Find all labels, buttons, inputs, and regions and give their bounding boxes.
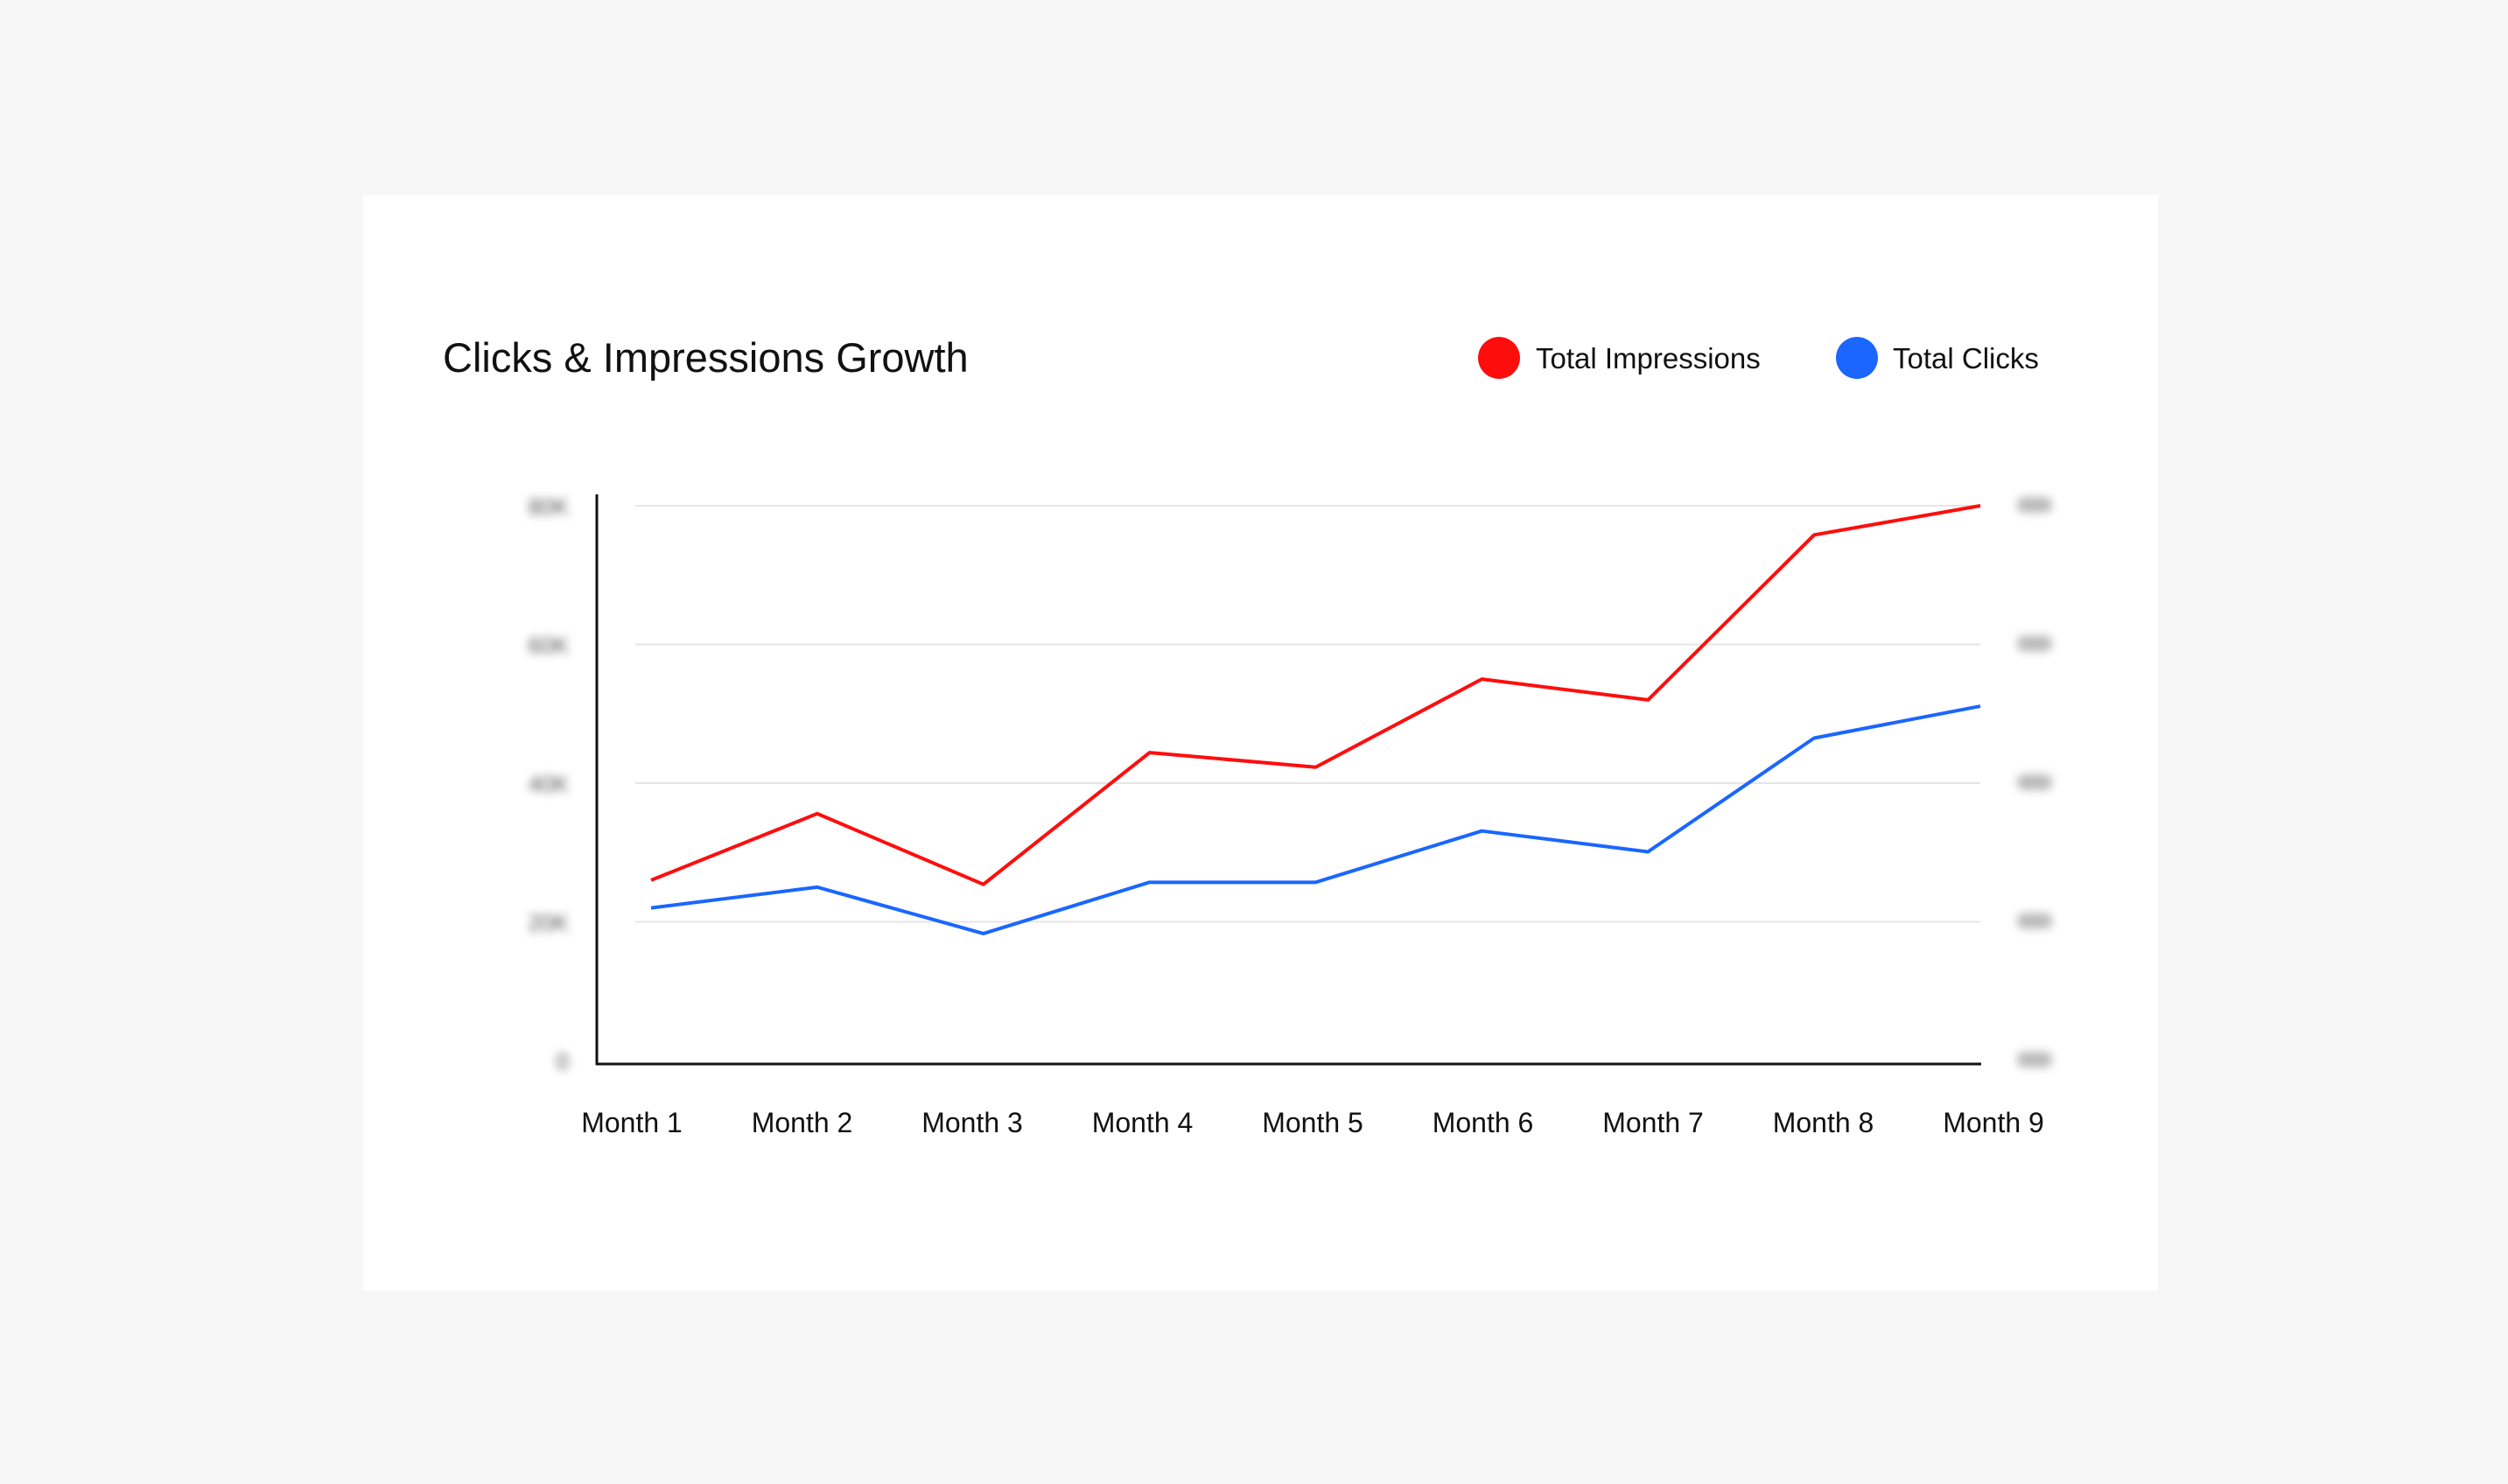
x-tick-label: Month 6 [1433,1107,1534,1138]
left-tick-label: 20K [529,910,570,936]
x-tick-label: Month 1 [581,1107,683,1138]
right-tick-label-blurred [2017,774,2052,790]
axes [595,494,1981,1066]
legend-label-0: Total Impressions [1536,342,1761,374]
right-tick-label-blurred [2017,635,2052,652]
series-line-0 [650,504,1981,886]
x-tick-label: Month 4 [1092,1107,1194,1138]
left-tick-label: 0 [557,1048,569,1074]
legend-label-1: Total Clicks [1893,342,2039,374]
right-tick-label-blurred [2017,913,2052,929]
left-tick-label: 60K [529,633,570,659]
left-tick-label: 80K [529,494,570,520]
x-tick-label: Month 8 [1773,1107,1874,1138]
legend: Total Impressions Total Clicks [1478,337,2039,379]
series-lines [650,504,1981,935]
x-tick-label: Month 9 [1943,1107,2044,1138]
right-tick-label-blurred [2017,497,2052,513]
x-tick-label: Month 2 [752,1107,853,1138]
y-ticks: 80K 60K 40K 20K 0 [529,494,2052,1074]
x-tick-label: Month 7 [1602,1107,1704,1138]
series-line-1 [650,704,1981,935]
chart-title: Clicks & Impressions Growth [443,334,969,381]
x-tick-label: Month 5 [1262,1107,1363,1138]
right-tick-label-blurred [2017,1052,2052,1068]
left-tick-label: 40K [529,771,570,797]
legend-marker-1 [1836,337,1878,379]
legend-marker-0 [1478,337,1520,379]
gridlines [635,505,1980,923]
x-tick-labels: Month 1 Month 2 Month 3 Month 4 Month 5 Month… [581,1107,2044,1138]
x-tick-label: Month 3 [921,1107,1023,1138]
